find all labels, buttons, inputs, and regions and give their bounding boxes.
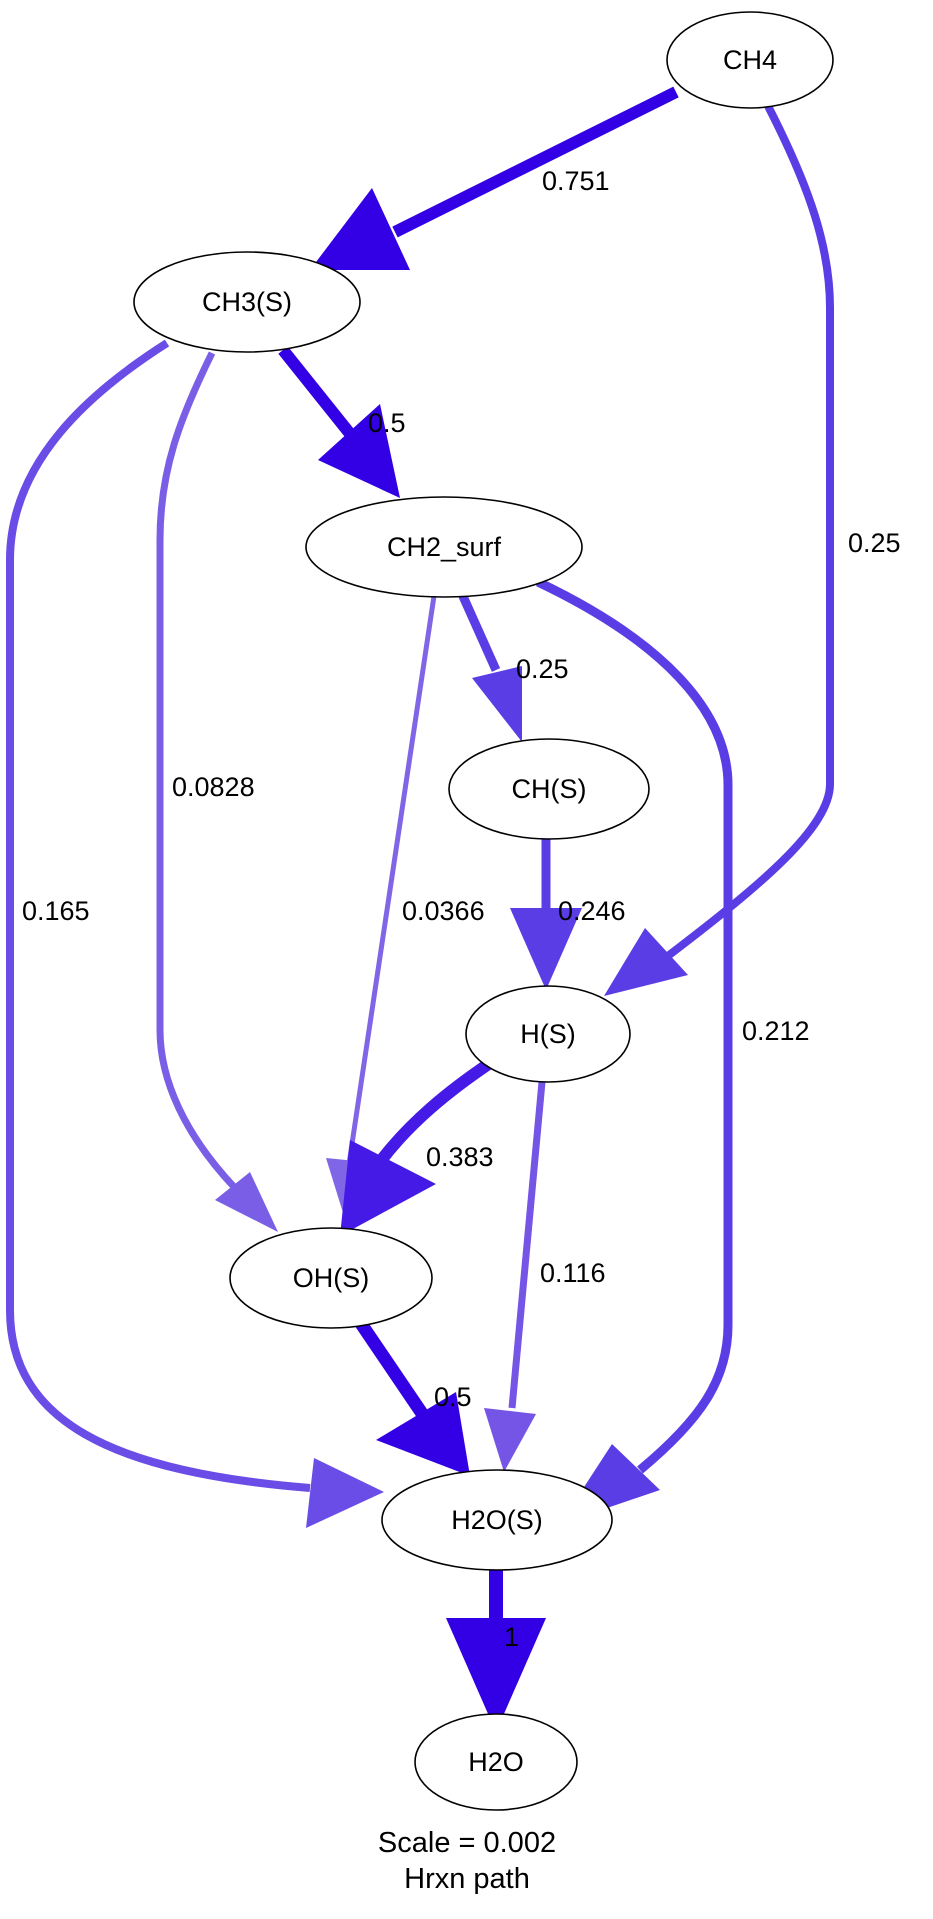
arrowhead xyxy=(318,404,400,498)
arrowhead xyxy=(340,1140,436,1236)
edge-line xyxy=(392,86,679,238)
node-ellipse xyxy=(305,496,583,598)
edge-line xyxy=(156,351,238,1191)
edge-line xyxy=(278,346,360,444)
arrowhead xyxy=(446,1618,546,1732)
node-label: CH(S) xyxy=(512,774,587,804)
node-ellipse xyxy=(381,1469,613,1571)
edge-ohs-h2os xyxy=(354,1318,470,1476)
edge-ch4-ch3s xyxy=(310,86,679,270)
edge-label-ch4-ch3s: 0.751 xyxy=(542,166,610,196)
edge-ch3s-ch2surf xyxy=(278,346,400,498)
node-label: H2O(S) xyxy=(451,1505,543,1535)
node-h2o: H2O xyxy=(414,1713,578,1811)
edge-label-chs-hs: 0.246 xyxy=(558,896,626,926)
node-ellipse xyxy=(448,738,650,840)
arrowhead xyxy=(376,1392,470,1476)
node-ohs: OH(S) xyxy=(229,1227,433,1329)
edge-label-ch4-hs: 0.25 xyxy=(848,528,901,558)
node-label: OH(S) xyxy=(293,1263,370,1293)
node-label: CH3(S) xyxy=(202,287,292,317)
node-ch3s: CH3(S) xyxy=(133,251,361,353)
scale-caption: Scale = 0.002 xyxy=(378,1827,556,1859)
node-hs: H(S) xyxy=(465,985,631,1083)
edge-hs-h2os xyxy=(484,1081,546,1472)
edge-label-hs-ohs: 0.383 xyxy=(426,1142,494,1172)
edge-label-ch3s-ohs: 0.0828 xyxy=(172,772,255,802)
edge-line xyxy=(657,104,834,966)
node-ellipse xyxy=(133,251,361,353)
edge-line xyxy=(536,577,733,1474)
node-ch4: CH4 xyxy=(666,11,834,109)
edge-ch3s-ohs xyxy=(156,351,278,1232)
edge-label-hs-h2os: 0.116 xyxy=(540,1258,606,1288)
edge-line xyxy=(457,592,501,672)
edge-label-ohs-h2os: 0.5 xyxy=(434,1382,472,1412)
node-ellipse xyxy=(414,1713,578,1811)
edge-line xyxy=(375,1058,494,1166)
arrowhead xyxy=(604,928,688,996)
edge-ch3s-h2os xyxy=(6,339,384,1528)
edge-label-ch3s-h2os: 0.165 xyxy=(22,896,90,926)
node-label: H(S) xyxy=(520,1019,576,1049)
edge-line xyxy=(508,1081,546,1409)
arrowhead xyxy=(215,1172,278,1232)
edge-label-ch2surf-h2os: 0.212 xyxy=(742,1016,810,1046)
edge-label-ch2surf-ohs: 0.0366 xyxy=(402,896,485,926)
edge-ch2surf-chs xyxy=(457,592,522,742)
node-h2os: H2O(S) xyxy=(381,1469,613,1571)
diagram-title: Hrxn path xyxy=(404,1863,530,1895)
edge-label-ch3s-ch2surf: 0.5 xyxy=(368,408,406,438)
edge-chs-hs xyxy=(510,838,582,990)
node-ch2surf: CH2_surf xyxy=(305,496,583,598)
edge-label-ch2surf-chs: 0.25 xyxy=(516,654,569,684)
node-label: CH4 xyxy=(723,45,777,75)
node-ellipse xyxy=(465,985,631,1083)
arrowhead xyxy=(306,1458,384,1528)
arrowhead xyxy=(510,908,582,990)
node-ellipse xyxy=(229,1227,433,1329)
edge-line xyxy=(6,339,311,1492)
arrowhead xyxy=(484,1408,536,1472)
node-label: H2O xyxy=(468,1747,524,1777)
node-ellipse xyxy=(666,11,834,109)
edge-hs-ohs xyxy=(340,1058,494,1236)
arrowhead xyxy=(472,666,522,742)
arrowhead xyxy=(310,188,410,270)
node-label: CH2_surf xyxy=(387,532,502,562)
edge-ch4-hs xyxy=(604,104,834,996)
edge-h2os-h2o xyxy=(446,1568,546,1732)
edge-label-h2os-h2o: 1 xyxy=(504,1622,519,1652)
node-chs: CH(S) xyxy=(448,738,650,840)
edge-line xyxy=(346,595,437,1165)
